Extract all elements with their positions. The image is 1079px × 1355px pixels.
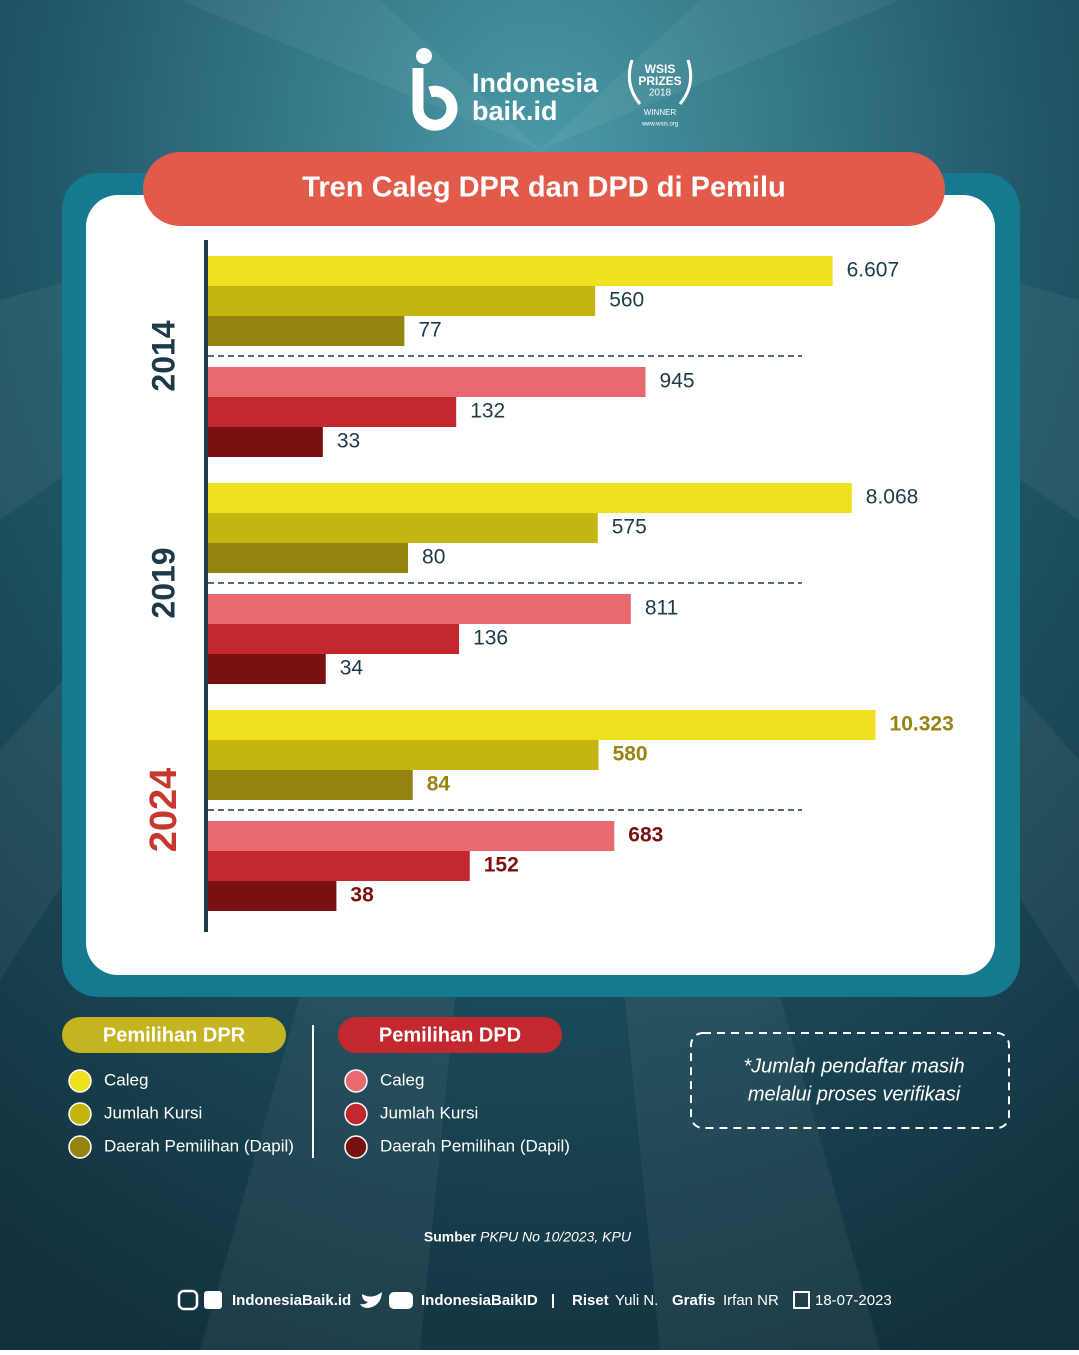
bar <box>208 624 460 654</box>
logo-name: Indonesia <box>472 68 599 98</box>
calendar-icon <box>793 1291 810 1309</box>
value-label: 34 <box>340 657 364 680</box>
value-label: 6.607 <box>847 259 900 282</box>
value-label: 80 <box>422 546 445 569</box>
value-label: 683 <box>628 824 663 847</box>
logo: Indonesia baik.id WSIS PRIZES 2018 WINNE… <box>412 48 693 131</box>
bar <box>208 513 598 543</box>
title-pill <box>143 152 945 226</box>
footer-text: Irfan NR <box>723 1292 779 1309</box>
bar <box>208 367 646 397</box>
note-box <box>690 1032 1010 1129</box>
legend-swatch <box>344 1135 368 1159</box>
award-text: 2018 <box>649 88 672 99</box>
youtube-icon <box>389 1292 413 1309</box>
legend-title: Pemilihan DPD <box>379 1024 521 1046</box>
footer-text: Yuli N. <box>615 1292 658 1309</box>
award-text: PRIZES <box>638 74 681 88</box>
value-label: 580 <box>613 743 648 766</box>
source: PKPU No 10/2023, KPU <box>480 1229 632 1245</box>
bar <box>208 740 599 770</box>
bar <box>208 881 337 911</box>
footer-date: 18-07-2023 <box>815 1292 892 1309</box>
laurel <box>627 59 693 105</box>
facebook-icon <box>204 1291 222 1309</box>
legend-pill <box>62 1017 286 1053</box>
value-label: 560 <box>609 289 644 312</box>
value-label: 136 <box>473 627 508 650</box>
bar <box>208 821 615 851</box>
bar <box>208 256 833 286</box>
award-text: WSIS <box>645 62 676 76</box>
footer-label: Riset <box>572 1292 609 1309</box>
value-label: 8.068 <box>866 486 919 509</box>
source-label: Sumber <box>424 1229 477 1245</box>
note: melalui proses verifikasi <box>748 1083 961 1105</box>
legend-label: Daerah Pemilihan (Dapil) <box>104 1136 294 1155</box>
footer-label: Grafis <box>672 1292 715 1309</box>
legend-swatch <box>68 1102 92 1126</box>
value-label: 77 <box>418 319 441 342</box>
logo-dot <box>416 48 432 64</box>
bar <box>208 594 631 624</box>
value-label: 84 <box>427 773 451 796</box>
value-label: 575 <box>612 516 647 539</box>
legend-pill <box>338 1017 562 1053</box>
award-text: www.wsis.org <box>641 122 678 128</box>
legend-label: Caleg <box>380 1070 424 1089</box>
legend-swatch <box>68 1069 92 1093</box>
value-label: 945 <box>660 370 695 393</box>
bar <box>208 483 852 513</box>
bar <box>208 654 326 684</box>
legend-swatch <box>344 1069 368 1093</box>
legend-title: Pemilihan DPR <box>103 1024 246 1046</box>
bar <box>208 543 409 573</box>
footer-site: IndonesiaBaik.id <box>232 1292 351 1309</box>
instagram-icon <box>177 1289 199 1311</box>
value-label: 132 <box>470 400 505 423</box>
value-label: 10.323 <box>890 713 954 736</box>
category-label: 2014 <box>145 320 181 391</box>
category-label: 2024 <box>143 768 185 853</box>
bar <box>208 851 470 881</box>
legend-label: Daerah Pemilihan (Dapil) <box>380 1136 570 1155</box>
category-label: 2019 <box>145 547 181 618</box>
legend-swatch <box>344 1102 368 1126</box>
legend-label: Jumlah Kursi <box>380 1103 478 1122</box>
bar <box>208 427 323 457</box>
value-label: 811 <box>645 597 678 620</box>
bar <box>208 397 457 427</box>
logo-mark <box>412 68 458 131</box>
footer-handle: IndonesiaBaikID <box>421 1292 538 1309</box>
footer: IndonesiaBaik.id IndonesiaBaikID | Riset… <box>177 1289 892 1311</box>
note: *Jumlah pendaftar masih <box>743 1055 964 1077</box>
legend-swatch <box>68 1135 92 1159</box>
logo-domain: baik.id <box>472 96 558 126</box>
award-text: WINNER <box>644 108 677 117</box>
legend-label: Caleg <box>104 1070 148 1089</box>
bar <box>208 770 413 800</box>
chart-title: Tren Caleg DPR dan DPD di Pemilu <box>302 172 785 204</box>
value-label: 38 <box>350 884 374 907</box>
bar <box>208 316 405 346</box>
bar <box>208 286 596 316</box>
value-label: 152 <box>484 854 519 877</box>
twitter-icon <box>360 1292 382 1308</box>
legend-label: Jumlah Kursi <box>104 1103 202 1122</box>
value-label: 33 <box>337 430 360 453</box>
bar <box>208 710 876 740</box>
footer-separator: | <box>551 1292 555 1309</box>
